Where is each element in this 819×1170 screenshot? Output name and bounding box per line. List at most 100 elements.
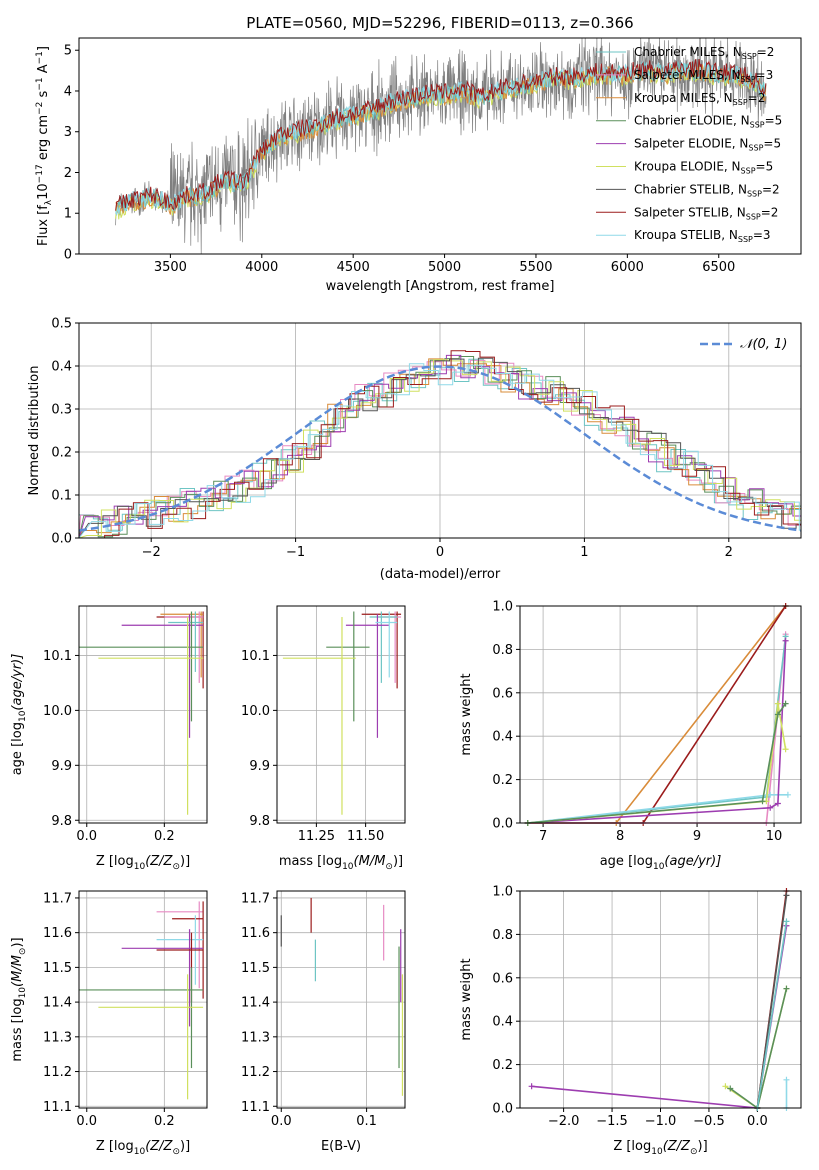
- x-tick-label: 7: [539, 829, 547, 844]
- y-tick-label: 10.1: [43, 649, 72, 664]
- legend-entry: Chabrier STELIB, NSSP=2: [634, 182, 780, 198]
- x-tick-label: 5500: [519, 260, 552, 275]
- x-tick-label: 9: [693, 829, 701, 844]
- x-tick-label: 4500: [337, 260, 370, 275]
- residual-histogram-kroupa_miles: [78, 358, 801, 539]
- y-tick-label: 11.5: [241, 961, 270, 976]
- y-axis-label: age [log10(age/yr)]: [10, 654, 28, 776]
- legend-entry: Kroupa ELODIE, NSSP=5: [634, 160, 773, 176]
- axes-frame: [519, 605, 802, 824]
- legend-entry: Salpeter MILES, NSSP=3: [634, 68, 773, 84]
- y-axis-label: mass [log10(M/M⊙)]: [10, 937, 28, 1061]
- x-tick-label: 11.50: [347, 829, 384, 844]
- y-tick-label: 0.2: [492, 1058, 513, 1073]
- weight-line-chabrier_elodie: [527, 703, 787, 824]
- residual-histogram-kroupa_stelib: [78, 363, 801, 539]
- weight-marker: [783, 892, 790, 899]
- x-tick-label: 0.2: [154, 829, 175, 844]
- weight-marker: [528, 1083, 535, 1090]
- legend-entry: Kroupa MILES, NSSP=2: [634, 91, 765, 107]
- age-vs-metallicity-panel: 0.0 0.2 9.8 9.9 10.0 10.1 Z [log10(Z/Z⊙)] age […: [10, 605, 208, 872]
- x-axis-label: wavelength [Angstrom, rest frame]: [326, 279, 555, 294]
- residuals-panel: −2 −1 0 1 2 0.0 0.1 0.2 0.3 0.4 0.5 (data-model)/er…: [27, 317, 802, 582]
- y-tick-label: 11.1: [241, 1100, 270, 1115]
- x-axis-label: Z [log10(Z/Z⊙)]: [613, 1139, 707, 1157]
- weight-marker: [783, 985, 790, 992]
- x-tick-label: 4000: [245, 260, 278, 275]
- x-tick-label: 0.0: [76, 829, 97, 844]
- x-tick-label: 6500: [702, 260, 735, 275]
- y-tick-label: 3: [64, 125, 72, 140]
- y-tick-label: 0.8: [492, 928, 513, 943]
- normal-distribution-curve: [78, 365, 802, 532]
- y-tick-label: 10.0: [43, 704, 72, 719]
- weight-line-chabrier_miles: [756, 921, 788, 1109]
- y-tick-label: 0.2: [492, 773, 513, 788]
- y-tick-label: 2: [64, 166, 72, 181]
- legend-entry: Salpeter ELODIE, NSSP=5: [634, 137, 781, 153]
- y-tick-label: 0.4: [492, 1015, 513, 1030]
- observed-spectrum-line: [115, 37, 767, 255]
- weight-marker: [782, 700, 789, 707]
- x-tick-label: −1: [286, 545, 305, 560]
- weight-vs-age-panel: 7 8 9 10 0.0 0.2 0.4 0.6 0.8 1.0 age [log10(age/yr…: [459, 600, 802, 872]
- weight-marker: [722, 1083, 729, 1090]
- age-vs-mass-panel: 11.25 11.50 9.8 9.9 10.0 10.1 mass [log10(M/M⊙…: [241, 605, 406, 872]
- weight-marker: [759, 798, 766, 805]
- weight-marker: [774, 700, 781, 707]
- x-tick-label: 0.1: [356, 1114, 377, 1129]
- weight-marker: [774, 800, 781, 807]
- x-tick-label: −0.5: [693, 1114, 725, 1129]
- model-spectrum-salpeter_stelib: [115, 59, 767, 211]
- y-tick-label: 9.8: [249, 814, 270, 829]
- spectrum-legend: Chabrier MILES, NSSP=2 Salpeter MILES, NS…: [596, 45, 782, 244]
- x-tick-label: 0.2: [154, 1114, 175, 1129]
- y-tick-label: 11.3: [43, 1030, 72, 1045]
- x-axis-label: Z [log10(Z/Z⊙)]: [96, 1139, 190, 1157]
- y-tick-label: 0.3: [51, 403, 72, 418]
- y-tick-label: 11.1: [43, 1100, 72, 1115]
- weight-marker: [767, 791, 774, 798]
- x-tick-label: −1.0: [645, 1114, 677, 1129]
- weight-marker: [727, 1085, 734, 1092]
- x-tick-label: 0: [436, 545, 444, 560]
- weight-marker: [783, 1076, 790, 1083]
- axes-frame: [519, 890, 802, 1109]
- y-tick-label: 0.0: [51, 532, 72, 547]
- y-axis-label: Normed distribution: [27, 366, 42, 496]
- x-tick-label: −2: [142, 545, 161, 560]
- y-tick-label: 1.0: [492, 600, 513, 615]
- y-tick-label: 11.2: [43, 1065, 72, 1080]
- y-tick-label: 5: [64, 44, 72, 59]
- x-axis-label: Z [log10(Z/Z⊙)]: [96, 854, 190, 872]
- residual-histogram-salpeter_stelib: [79, 350, 801, 539]
- y-tick-label: 10.1: [241, 649, 270, 664]
- weight-marker: [784, 791, 791, 798]
- y-tick-label: 11.7: [43, 891, 72, 906]
- y-tick-label: 11.3: [241, 1030, 270, 1045]
- y-tick-label: 0.6: [492, 971, 513, 986]
- y-tick-label: 11.2: [241, 1065, 270, 1080]
- x-tick-label: 0.0: [271, 1114, 292, 1129]
- weight-marker: [774, 711, 781, 718]
- residual-histogram-salpeter_elodie: [78, 354, 801, 539]
- axes-frame: [276, 605, 406, 824]
- x-tick-label: 3500: [154, 260, 187, 275]
- y-tick-label: 11.6: [43, 926, 72, 941]
- y-tick-label: 9.8: [51, 814, 72, 829]
- x-tick-label: 1: [580, 545, 588, 560]
- y-axis-label: mass weight: [459, 958, 474, 1040]
- axes-frame: [78, 605, 208, 824]
- x-axis-label: E(B-V): [321, 1139, 361, 1154]
- y-tick-label: 0.0: [492, 1102, 513, 1117]
- weight-marker: [783, 918, 790, 925]
- y-axis-label: Flux [fλ10−17 erg cm−2 s−1 A−1]: [35, 46, 54, 246]
- y-tick-label: 11.7: [241, 891, 270, 906]
- x-tick-label: 0.0: [76, 1114, 97, 1129]
- x-axis-label: (data-model)/error: [380, 567, 501, 582]
- y-tick-label: 11.5: [43, 961, 72, 976]
- y-tick-label: 4: [64, 84, 72, 99]
- weight-marker: [782, 637, 789, 644]
- weight-marker: [782, 746, 789, 753]
